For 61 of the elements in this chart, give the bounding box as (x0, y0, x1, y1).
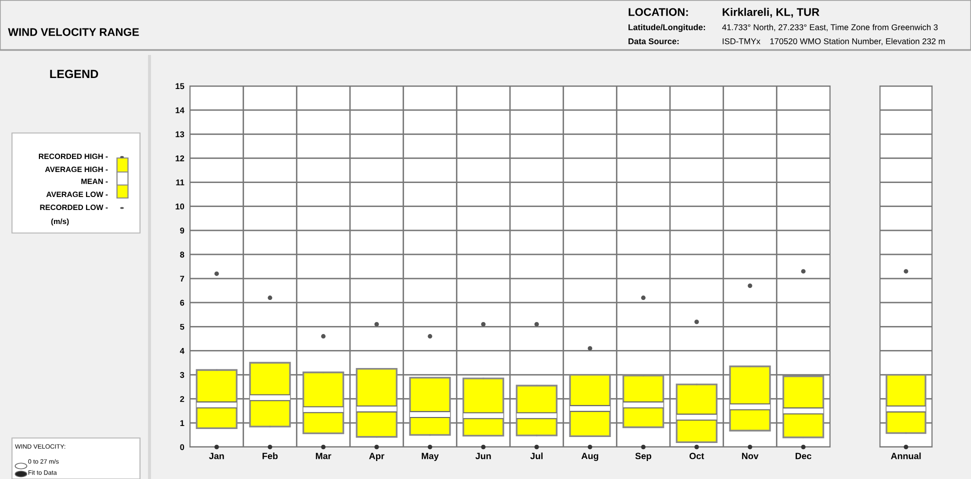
point (214, 444, 219, 450)
point (694, 444, 699, 450)
y-tick-label: 1 (180, 420, 184, 426)
x-tick-label: Jan (209, 452, 224, 460)
y-tick-label: 3 (180, 372, 184, 378)
point (641, 444, 646, 450)
point (588, 346, 592, 351)
x-tick-label: May (422, 452, 439, 461)
text: LOCATION: (628, 8, 688, 16)
y-tick-label: 11 (176, 180, 184, 186)
point (374, 322, 379, 327)
point (534, 444, 539, 450)
x-tick-label: Jul (530, 452, 543, 460)
y-tick-label: 6 (180, 300, 184, 306)
text: Latitude/Longitude: (628, 24, 705, 32)
point (748, 444, 752, 450)
point (801, 269, 806, 274)
text: ISD-TMYx 170520 WMO Station Number, Elevation 232 m (722, 38, 945, 46)
y-tick-label: 13 (176, 131, 184, 138)
y-tick-label: 0 (180, 444, 184, 450)
point (641, 296, 646, 300)
point (214, 271, 219, 276)
x-tick-label: Dec (796, 452, 812, 460)
x-tick-label: Apr (369, 452, 384, 461)
text: 41.733° North, 27.233° East, Time Zone from Greenwich 3 (722, 24, 938, 32)
x-tick-label: Oct (690, 452, 704, 460)
x-tick-label: Sep (635, 452, 652, 461)
x-tick-label: Feb (262, 452, 278, 460)
point (481, 322, 486, 327)
point (748, 284, 752, 288)
y-tick-label: 7 (180, 276, 184, 282)
x-tick-label: Annual (890, 452, 921, 460)
x-tick-label: Nov (742, 452, 758, 460)
x-tick-label: Aug (581, 452, 598, 461)
point (428, 444, 432, 450)
text: WIND VELOCITY RANGE (8, 28, 139, 36)
point (321, 444, 326, 450)
point (321, 334, 326, 339)
x-tick-label: Jun (475, 452, 491, 460)
point (374, 444, 379, 450)
text: Kirklareli, KL, TUR (722, 8, 820, 18)
y-tick-label: 4 (180, 348, 184, 354)
point (588, 444, 592, 450)
y-tick-label: 8 (180, 252, 184, 258)
source-note: Data Source: (628, 38, 679, 44)
text: LEGEND (50, 70, 98, 78)
y-tick-label: 9 (180, 228, 184, 234)
point (268, 444, 272, 450)
y-tick-label: 12 (176, 155, 184, 162)
point (481, 444, 486, 450)
x-tick-label: Mar (316, 452, 332, 460)
y-tick-label: 14 (176, 107, 184, 114)
y-tick-label: 10 (176, 204, 184, 210)
point (534, 322, 539, 327)
y-tick-label: 2 (180, 396, 184, 402)
point (268, 296, 272, 300)
point (801, 444, 806, 450)
y-tick-label: 5 (180, 324, 184, 330)
point (694, 320, 699, 324)
point (428, 334, 432, 339)
y-tick-label: 15 (176, 83, 184, 90)
